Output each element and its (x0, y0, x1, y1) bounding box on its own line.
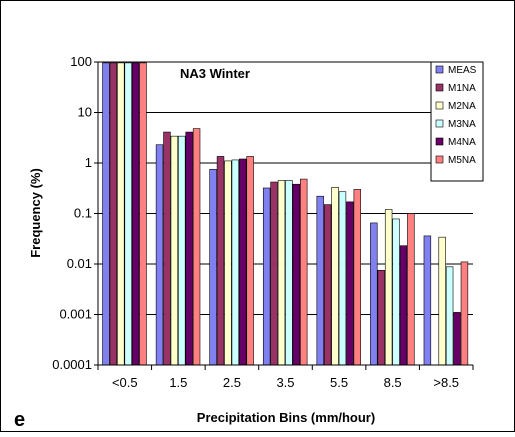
bar-m3na-1 (178, 135, 186, 366)
y-tick-label: 0.01 (67, 256, 92, 271)
chart-title: NA3 Winter (180, 66, 250, 81)
bar-m1na-5 (377, 270, 385, 366)
bar-m2na-5 (384, 209, 393, 366)
y-axis-title: Frequency (%) (28, 168, 43, 258)
bar-m3na-4 (338, 191, 347, 366)
bar-m4na-4 (346, 201, 354, 366)
legend-label-m4na: M4NA (448, 137, 476, 148)
x-tick-label: 3.5 (276, 375, 294, 390)
legend-swatch-m5na (435, 155, 444, 164)
bar-m2na-2 (224, 160, 232, 366)
axes (94, 61, 474, 370)
x-tick-label: >8.5 (433, 375, 459, 390)
bar-meas-3 (262, 187, 271, 366)
x-tick-label: 1.5 (169, 375, 187, 390)
legend-label-m3na: M3NA (448, 119, 476, 130)
bar-m4na-3 (292, 183, 301, 366)
bar-m3na-6 (445, 266, 454, 366)
panel-label: e (14, 409, 25, 431)
bar-m1na-3 (270, 181, 278, 366)
bar-meas-2 (209, 169, 217, 366)
y-tick-label: 0.001 (59, 307, 92, 322)
legend-label-m5na: M5NA (448, 155, 476, 166)
x-axis-title: Precipitation Bins (mm/hour) (197, 410, 375, 425)
y-tick-label: 0.0001 (52, 357, 92, 372)
bar-m3na-3 (285, 180, 293, 366)
bar-m2na-4 (331, 187, 339, 366)
bar-m2na-0 (117, 62, 125, 366)
bar-m5na-5 (407, 213, 415, 366)
bar-m3na-0 (124, 62, 132, 366)
legend-swatch-m2na (435, 101, 444, 110)
bar-meas-0 (102, 62, 110, 366)
bar-m1na-4 (323, 204, 332, 366)
y-tick-label: 10 (78, 105, 92, 120)
bar-meas-1 (155, 144, 164, 366)
bar-m3na-5 (392, 218, 400, 366)
bar-meas-4 (316, 195, 324, 366)
y-tick-label: 100 (70, 54, 92, 69)
x-tick-labels: <0.5 1.5 2.5 3.5 5.5 8.5 >8.5 (112, 375, 459, 390)
bar-m5na-1 (192, 128, 201, 366)
bar-meas-6 (423, 235, 432, 366)
y-tick-label: 1 (85, 155, 92, 170)
x-tick-label: <0.5 (112, 375, 138, 390)
bar-m4na-0 (131, 62, 140, 366)
bar-meas-5 (370, 222, 378, 366)
bar-m1na-1 (163, 131, 171, 366)
bar-m4na-5 (399, 245, 408, 366)
legend-swatch-meas (435, 65, 444, 74)
bar-m5na-3 (300, 178, 308, 366)
bar-m4na-6 (453, 312, 461, 366)
x-tick-label: 2.5 (223, 375, 241, 390)
legend-swatch-m4na (435, 137, 444, 146)
y-tick-label: 0.1 (74, 206, 92, 221)
legend-label-m1na: M1NA (448, 83, 476, 94)
bars (102, 62, 469, 366)
bar-m2na-1 (170, 135, 179, 366)
legend-swatch-m1na (435, 83, 444, 92)
bar-m4na-1 (185, 131, 193, 366)
bar-m5na-4 (353, 189, 362, 366)
legend-label-m2na: M2NA (448, 101, 476, 112)
bar-m2na-3 (277, 180, 286, 366)
bar-m5na-2 (246, 156, 254, 366)
bar-m2na-6 (438, 236, 446, 366)
bar-m1na-0 (109, 62, 118, 366)
x-tick-label: 5.5 (330, 375, 348, 390)
bar-m4na-2 (239, 158, 247, 366)
legend-label-meas: MEAS (448, 65, 477, 76)
legend: MEAS M1NA M2NA M3NA M4NA M5NA (430, 61, 484, 182)
legend-swatch-m3na (435, 119, 444, 128)
x-tick-label: 8.5 (384, 375, 402, 390)
bar-m3na-2 (231, 159, 240, 366)
bar-m1na-2 (216, 156, 225, 366)
bar-m5na-0 (139, 62, 147, 366)
bar-m5na-6 (460, 261, 469, 366)
y-tick-labels: 0.0001 0.001 0.01 0.1 1 10 100 (52, 54, 92, 372)
